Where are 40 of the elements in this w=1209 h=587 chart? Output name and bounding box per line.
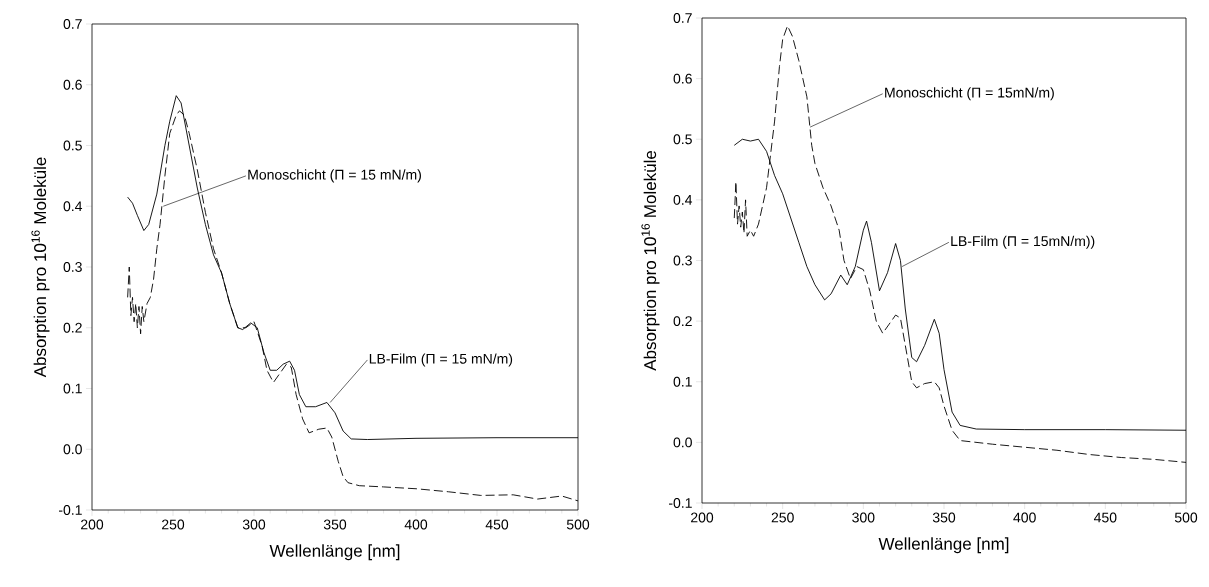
x-tick-label: 250: [771, 512, 794, 523]
x-tick-label: 250: [162, 519, 185, 530]
x-tick-label: 450: [1093, 512, 1117, 523]
y-tick-label: 0.6: [63, 79, 82, 90]
y-tick-label: 0.5: [673, 134, 692, 145]
annotation: Monoschicht (Π = 15 mN/m): [248, 169, 421, 183]
annotation: LB-Film (Π = 15 mN/m): [369, 353, 513, 367]
y-tick-label: 0.0: [63, 444, 82, 455]
y-tick-label: 0.4: [63, 201, 83, 212]
y-tick-label: 0.2: [63, 322, 82, 333]
y-axis-title: Absorption pro 10$^{16}$ Moleküle: [31, 157, 50, 378]
x-tick-label: 200: [81, 519, 104, 530]
x-tick-label: 500: [1174, 512, 1198, 523]
x-tick-label: 200: [691, 512, 714, 523]
y-tick-label: 0.6: [673, 73, 692, 84]
y-tick-label: -0.1: [668, 498, 692, 508]
x-tick-label: 350: [323, 519, 347, 530]
y-tick-label: 0.5: [63, 140, 82, 151]
x-tick-label: 400: [404, 519, 428, 530]
x-axis-title: Wellenlänge [nm]: [878, 537, 1009, 554]
y-axis-title: Absorption pro 10$^{16}$ Moleküle: [641, 150, 660, 371]
x-tick-label: 500: [566, 519, 590, 530]
y-tick-label: 0.0: [673, 437, 692, 448]
annotation: Monoschicht (Π = 15mN/m): [885, 87, 1054, 101]
y-tick-label: 0.4: [673, 194, 693, 205]
x-tick-label: 450: [485, 519, 509, 530]
x-tick-label: 300: [242, 519, 266, 530]
y-tick-label: 0.2: [673, 316, 692, 327]
y-tick-label: 0.3: [673, 255, 692, 266]
x-axis-title: Wellenlänge [nm]: [269, 544, 400, 561]
y-tick-label: 0.1: [673, 376, 692, 387]
annotation: LB-Film (Π = 15mN/m)): [951, 235, 1095, 249]
x-tick-label: 300: [852, 512, 875, 523]
x-tick-label: 400: [1013, 512, 1036, 523]
y-tick-label: -0.1: [58, 505, 82, 515]
y-tick-label: 0.7: [63, 19, 82, 29]
y-tick-label: 0.7: [673, 13, 692, 23]
y-tick-label: 0.3: [63, 262, 82, 272]
y-tick-label: 0.1: [63, 383, 82, 394]
x-tick-label: 350: [932, 512, 956, 523]
